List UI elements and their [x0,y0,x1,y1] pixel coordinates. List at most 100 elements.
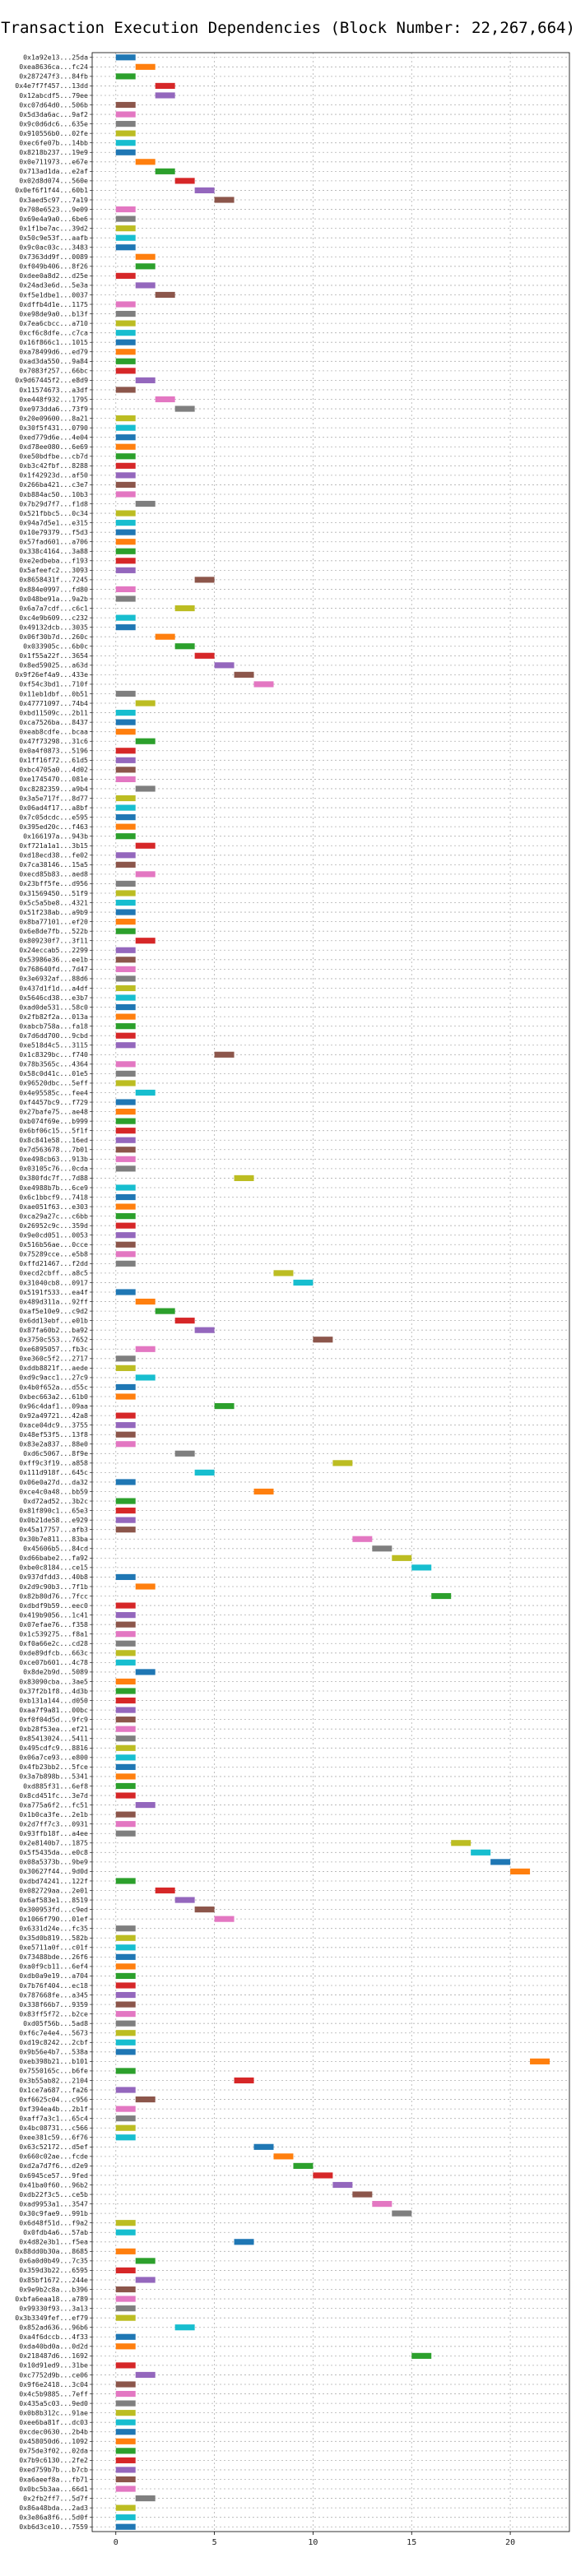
dependency-bar [135,1802,156,1809]
tx-hash-label: 0xecd85b83...aed8 [19,870,88,878]
tx-hash-label: 0x4d82e3b1...f5ea [19,2238,88,2246]
tx-hash-label: 0x07efae76...f358 [19,1620,88,1629]
tx-hash-label: 0xee6ba81f...dc03 [19,2418,88,2426]
tx-hash-label: 0x0b8b312c...91ae [19,2408,88,2416]
tx-hash-label: 0x92a49721...42a8 [19,1411,88,1420]
dependency-bar [115,2115,136,2122]
tx-hash-label: 0x83090cba...3ae5 [19,1677,88,1685]
tx-hash-label: 0xeab8cdfe...bcaa [19,727,88,735]
tx-hash-label: 0x9b56e4b7...538a [19,2048,88,2056]
tx-hash-label: 0x266ba421...c3e7 [19,480,88,489]
grid-layer [92,53,569,2532]
dependency-bar [115,1393,136,1400]
tx-hash-label: 0x53986e36...ee1b [19,956,88,964]
tx-hash-label: 0x395ed20c...f463 [19,822,88,831]
dependency-bar [392,2210,412,2217]
dependency-bar [115,804,136,811]
tx-hash-label: 0x06a7ce93...e800 [19,1754,88,1762]
tx-hash-label: 0x9c0d6dc6...635e [19,119,88,127]
tx-hash-label: 0x1066f790...01ef [19,1915,88,1923]
x-tick-label: 15 [406,2538,416,2547]
tx-hash-label: 0x437d1f1d...a4df [19,984,88,992]
dependency-bar [411,1564,432,1571]
dependency-bar [115,1782,136,1790]
dependency-bar [115,2457,136,2463]
dependency-bar [115,149,136,155]
tx-hash-label: 0x7b29d7f7...f1d8 [19,499,88,507]
dependency-bar [194,187,215,194]
tx-hash-label: 0x5646cd38...e3b7 [19,994,88,1002]
dependency-bar [115,434,136,441]
dependency-bar [115,101,136,109]
tx-hash-label: 0x99330f93...3a13 [19,2304,88,2312]
tx-hash-label: 0x45a17757...afb3 [19,1525,88,1533]
dependency-bar [115,1099,136,1105]
dependency-bar [115,2296,136,2302]
dependency-bar [115,111,136,118]
tx-hash-label: 0x9f26ef4a9...433e [15,670,88,679]
dependency-bar [194,652,215,659]
tx-hash-label: 0x4e95585c...fee4 [19,1088,88,1096]
tx-hash-label: 0x910556b0...02fe [19,129,88,137]
dependency-bar [115,1422,136,1429]
chart-title: Transaction Execution Dependencies (Bloc… [1,19,575,37]
dependency-bar [214,1051,235,1058]
dependency-bar [253,2143,274,2150]
tx-hash-label: 0xce4c0a48...bb59 [19,1487,88,1495]
dependency-bar [115,520,136,526]
dependency-bar [115,767,136,773]
tx-hash-label: 0xda40bd0a...0d2d [19,2342,88,2351]
tx-hash-label: 0xc7752d9b...ce06 [19,2370,88,2379]
tx-hash-label: 0x495cdfc9...8816 [19,1744,88,1752]
dependency-bar [174,1897,195,1903]
dependency-bar [194,1327,215,1333]
tx-hash-label: 0xe498cb63...913b [19,1155,88,1163]
tx-hash-label: 0x7d563678...7b01 [19,1146,88,1154]
dependency-bar [115,1431,136,1438]
dependency-bar [115,1991,136,1999]
dependency-bar [135,159,156,165]
tx-hash-label: 0x5afeefc2...3093 [19,566,88,574]
tx-hash-label: 0xa4f6dccb...4f33 [19,2333,88,2341]
dependency-bar [115,890,136,897]
dependency-bar [115,1527,136,1533]
dependency-bar [135,871,156,878]
tx-hash-label: 0x2fb2ff7...5d7f [23,2494,88,2502]
tx-hash-label: 0x94a7d5e1...e315 [19,518,88,526]
tx-hash-label: 0xf6c7e4e4...5673 [19,2029,88,2037]
tx-hash-label: 0x3a7b898b...5341 [19,1772,88,1781]
dependency-bar [115,358,136,364]
tx-hash-label: 0xe4988b7b...6ce9 [19,1184,88,1192]
tx-hash-label: 0x6d48f51d...f9a2 [19,2218,88,2226]
tx-hash-label: 0x11574673...a3df [19,386,88,394]
dependency-bar [115,1621,136,1628]
dependency-bar [135,2371,156,2379]
tx-hash-label: 0x73488bde...26f6 [19,1953,88,1961]
tx-hash-label: 0xf394ea4b...2b1f [19,2105,88,2113]
dependency-bar [510,1868,531,1875]
dependency-bar [115,1260,136,1267]
dependency-bar [115,1744,136,1751]
tx-hash-label: 0x3e86a8f6...5d0f [19,2513,88,2521]
dependency-bar [115,301,136,308]
tx-hash-label: 0x1b0ca3fe...2e1b [19,1810,88,1818]
tx-hash-label: 0x0a4f0873...5196 [19,747,88,755]
dependency-bar [115,1289,136,1295]
dependency-bar [115,614,136,621]
dependency-bar [115,947,136,953]
tx-hash-label: 0xf0f04d5d...9fc9 [19,1715,88,1723]
dependency-bar [115,1982,136,1989]
tx-hash-label: 0x5d3da6ac...9af2 [19,110,88,118]
dependency-bar [115,880,136,887]
dependency-bar [174,1318,195,1324]
dependency-bar [490,1859,511,1865]
dependency-bar [115,539,136,545]
dependency-bar [293,2162,314,2169]
dependency-bar [115,2362,136,2369]
tx-hash-label: 0x47771097...74b4 [19,699,88,707]
tx-hash-label: 0x0bc5b3aa...66d1 [19,2485,88,2493]
dependency-bar [115,234,136,241]
tx-hash-label: 0x4e7f7f457...13dd [15,81,88,90]
tx-hash-label: 0xffd21467...f2dd [19,1259,88,1267]
dependency-bar [372,2201,393,2208]
